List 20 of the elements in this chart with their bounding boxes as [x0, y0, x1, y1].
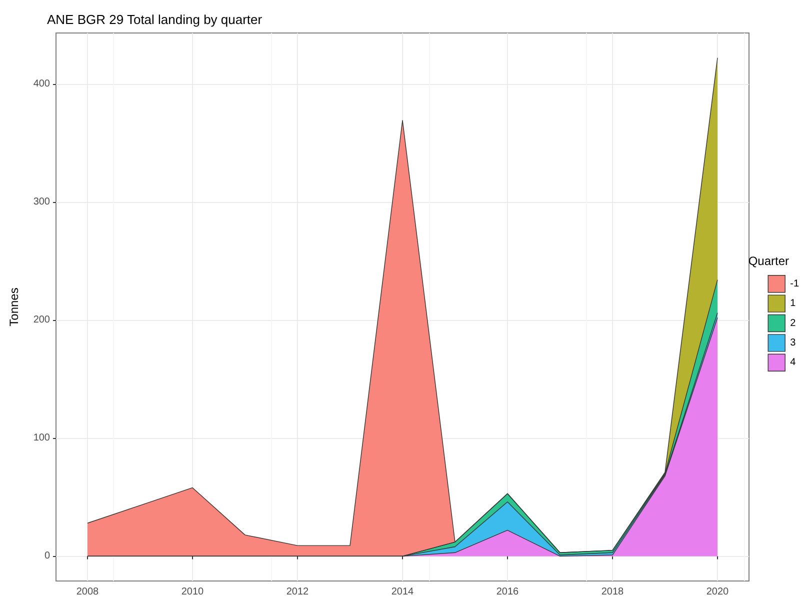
y-axis-title: Tonnes	[7, 288, 21, 326]
x-tick-label: 2016	[496, 586, 520, 598]
legend-label: -1	[790, 278, 800, 290]
legend-label: 3	[790, 337, 796, 348]
y-tick-label: 100	[33, 432, 50, 444]
x-tick-label: 2018	[601, 586, 624, 598]
y-tick-label: 200	[33, 314, 50, 326]
x-tick-label: 2020	[706, 586, 730, 598]
y-tick-label: 400	[33, 78, 50, 90]
legend-title: Quarter	[748, 254, 790, 268]
legend-label: 4	[790, 357, 796, 368]
legend-label: 2	[790, 318, 796, 329]
x-tick-label: 2014	[391, 586, 414, 598]
legend-label: 1	[790, 298, 796, 310]
x-tick-label: 2012	[286, 586, 310, 598]
x-tick-label: 2010	[181, 586, 204, 598]
y-tick-label: 300	[33, 196, 50, 208]
chart-title: ANE BGR 29 Total landing by quarter	[47, 12, 263, 27]
y-tick-label: 0	[44, 550, 50, 562]
x-tick-label: 2008	[76, 586, 100, 598]
